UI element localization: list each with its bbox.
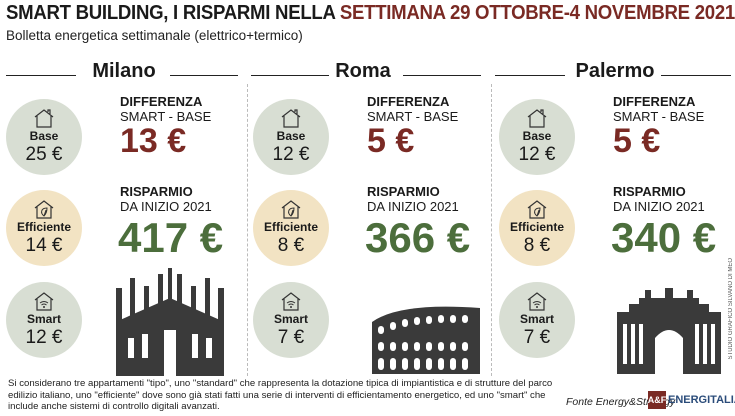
house-icon: [527, 109, 547, 128]
duomo-milano-icon: [116, 268, 224, 376]
base-label: Base: [29, 129, 59, 143]
saving-header: RISPARMIO DA INIZIO 2021: [613, 184, 705, 214]
credit-text: STUDIO GRAFICO SILVANO DI MEO: [728, 258, 734, 360]
city-header: Milano: [6, 60, 251, 86]
city-name: Roma: [335, 60, 391, 82]
house-icon: [281, 109, 301, 128]
saving-header: RISPARMIO DA INIZIO 2021: [120, 184, 212, 214]
efficient-value: 8 €: [523, 235, 551, 256]
smart-value: 12 €: [25, 327, 63, 348]
smart-value: 7 €: [523, 327, 551, 348]
leaf-house-icon: [34, 200, 54, 219]
column-divider: [247, 84, 248, 376]
efficient-value: 14 €: [25, 235, 63, 256]
colosseum-icon: [372, 306, 480, 374]
city-header: Roma: [251, 60, 496, 86]
efficient-label: Efficiente: [263, 220, 318, 234]
diff-header: DIFFERENZA SMART - BASE: [613, 94, 705, 124]
efficient-label: Efficiente: [16, 220, 71, 234]
diff-header: DIFFERENZA SMART - BASE: [367, 94, 459, 124]
wifi-house-icon: [281, 292, 301, 311]
leaf-house-icon: [527, 200, 547, 219]
efficient-circle: Efficiente 8 €: [499, 190, 575, 266]
saving-value: 340 €: [611, 214, 717, 261]
diff-header: DIFFERENZA SMART - BASE: [120, 94, 212, 124]
methodology-note: Si considerano tre appartamenti "tipo", …: [8, 378, 553, 412]
wifi-house-icon: [527, 292, 547, 311]
leaf-house-icon: [281, 200, 301, 219]
smart-label: Smart: [519, 312, 554, 326]
efficient-circle: Efficiente 14 €: [6, 190, 82, 266]
base-label: Base: [276, 129, 306, 143]
base-circle: Base 25 €: [6, 99, 82, 175]
city-name: Palermo: [575, 60, 655, 82]
brand-logo: A&F ENERGITALIA: [648, 390, 735, 410]
af-logo-icon: A&F: [648, 391, 666, 409]
brand-name: ENERGITALIA: [668, 394, 735, 406]
base-circle: Base 12 €: [499, 99, 575, 175]
base-label: Base: [522, 129, 552, 143]
saving-header: RISPARMIO DA INIZIO 2021: [367, 184, 459, 214]
teatro-politeama-icon: [617, 288, 721, 374]
diff-value: 5 €: [367, 122, 415, 160]
efficient-label: Efficiente: [509, 220, 564, 234]
city-header: Palermo: [495, 60, 735, 86]
saving-value: 366 €: [365, 214, 471, 261]
wifi-house-icon: [34, 292, 54, 311]
smart-circle: Smart 12 €: [6, 282, 82, 358]
smart-value: 7 €: [277, 327, 305, 348]
city-name: Milano: [92, 60, 156, 82]
page-subtitle: Bolletta energetica settimanale (elettri…: [6, 28, 303, 43]
source-text: Fonte Energy&Strategy: [566, 396, 676, 408]
efficient-value: 8 €: [277, 235, 305, 256]
smart-circle: Smart 7 €: [253, 282, 329, 358]
smart-label: Smart: [26, 312, 61, 326]
page-title: SMART BUILDING, I RISPARMI NELLA SETTIMA…: [6, 2, 735, 24]
base-value: 12 €: [518, 144, 556, 165]
base-circle: Base 12 €: [253, 99, 329, 175]
smart-circle: Smart 7 €: [499, 282, 575, 358]
smart-label: Smart: [273, 312, 308, 326]
efficient-circle: Efficiente 8 €: [253, 190, 329, 266]
diff-value: 5 €: [613, 122, 661, 160]
house-icon: [34, 109, 54, 128]
saving-value: 417 €: [118, 214, 224, 261]
base-value: 12 €: [272, 144, 310, 165]
base-value: 25 €: [25, 144, 63, 165]
column-divider: [491, 84, 492, 376]
diff-value: 13 €: [120, 122, 187, 160]
